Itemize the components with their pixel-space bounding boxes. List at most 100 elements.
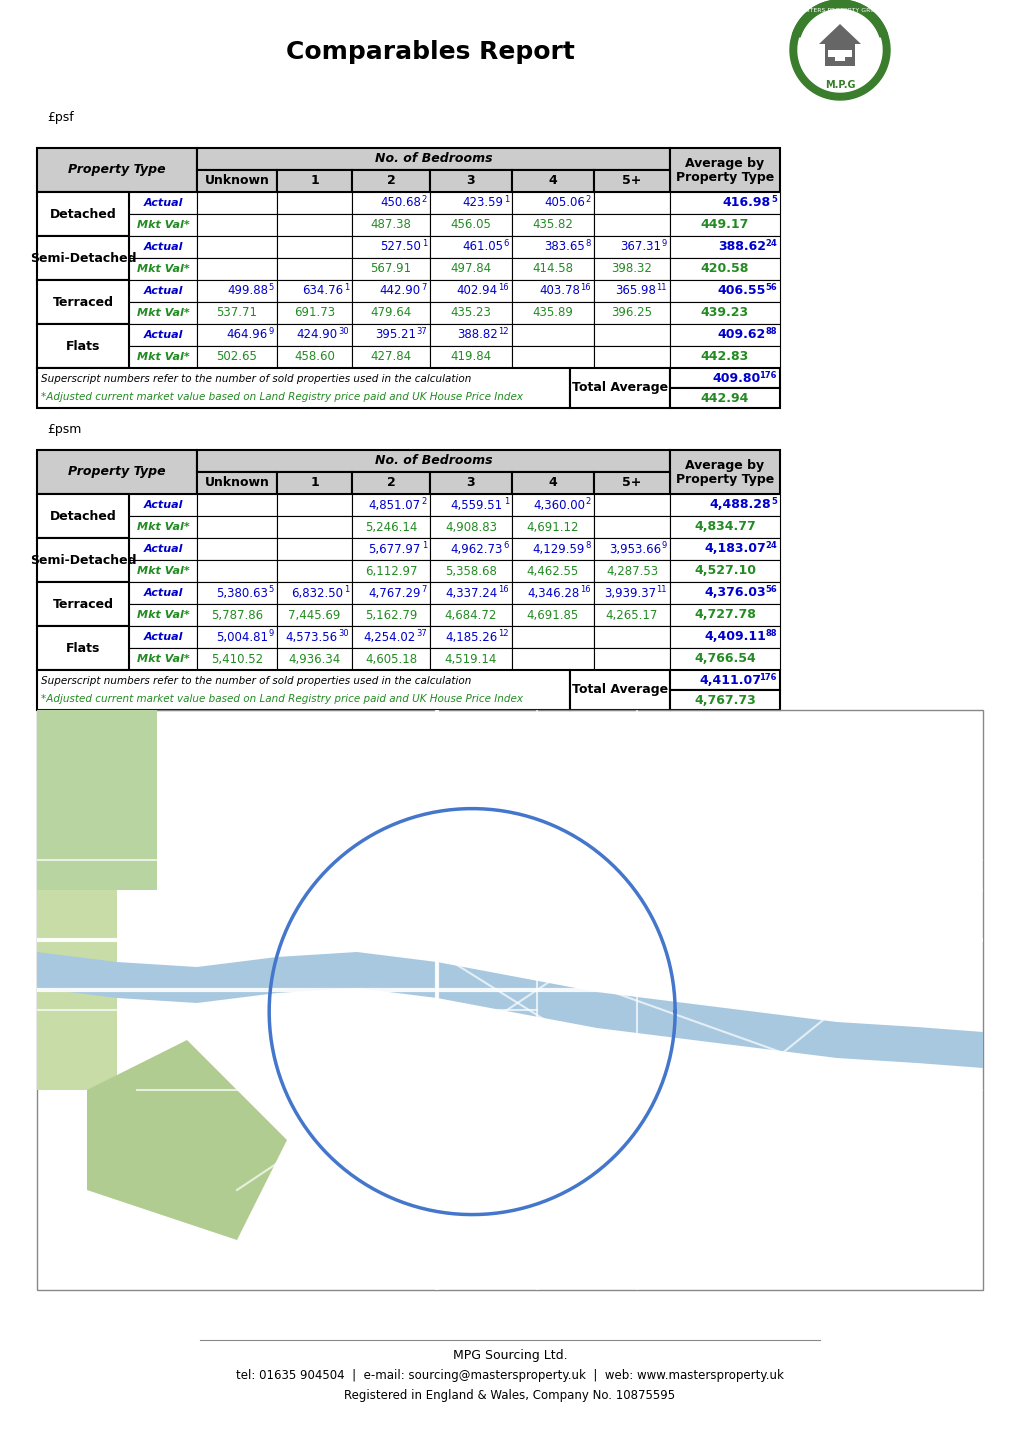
- Text: 4,462.55: 4,462.55: [527, 564, 579, 577]
- Bar: [430, 258, 512, 280]
- Polygon shape: [790, 0, 890, 99]
- Text: 442.90: 442.90: [379, 284, 421, 297]
- Text: 37: 37: [416, 327, 427, 336]
- Bar: [570, 368, 669, 408]
- Text: 383.65: 383.65: [544, 241, 585, 254]
- Text: 456.05: 456.05: [450, 219, 491, 232]
- Text: 4,265.17: 4,265.17: [605, 609, 657, 622]
- Text: 367.31: 367.31: [620, 241, 660, 254]
- Text: Terraced: Terraced: [52, 597, 113, 610]
- Text: 1: 1: [343, 284, 348, 293]
- Bar: [512, 346, 593, 368]
- Text: 4,936.34: 4,936.34: [288, 652, 340, 666]
- Text: 4,605.18: 4,605.18: [365, 652, 417, 666]
- Text: Mkt Val*: Mkt Val*: [137, 610, 190, 620]
- Bar: [430, 647, 512, 671]
- Text: 419.84: 419.84: [450, 350, 491, 363]
- Bar: [37, 192, 128, 236]
- Bar: [128, 346, 197, 368]
- Text: 409.80: 409.80: [712, 372, 760, 385]
- Text: 4: 4: [548, 476, 556, 489]
- Bar: [512, 301, 593, 324]
- Text: Superscript numbers refer to the number of sold properties used in the calculati: Superscript numbers refer to the number …: [41, 373, 471, 384]
- Bar: [352, 280, 430, 301]
- Text: 9: 9: [661, 239, 666, 248]
- Bar: [512, 583, 593, 604]
- Bar: [512, 324, 593, 346]
- Bar: [352, 346, 430, 368]
- Text: 435.23: 435.23: [450, 307, 491, 320]
- Text: Mkt Val*: Mkt Val*: [137, 264, 190, 274]
- Text: M.P.G: M.P.G: [824, 79, 854, 89]
- Bar: [128, 495, 197, 516]
- Text: 439.23: 439.23: [700, 307, 748, 320]
- Text: 4,346.28: 4,346.28: [527, 587, 580, 600]
- Text: 499.88: 499.88: [227, 284, 268, 297]
- Bar: [593, 538, 669, 559]
- Text: Detached: Detached: [50, 208, 116, 221]
- Text: 424.90: 424.90: [297, 329, 337, 342]
- Text: 9: 9: [268, 630, 274, 639]
- Bar: [128, 516, 197, 538]
- Bar: [512, 258, 593, 280]
- Bar: [593, 324, 669, 346]
- Text: 56: 56: [764, 585, 776, 594]
- Bar: [669, 346, 780, 368]
- Text: 4,559.51: 4,559.51: [450, 499, 502, 512]
- Text: 2: 2: [386, 174, 395, 187]
- Bar: [352, 626, 430, 647]
- Text: 5,380.63: 5,380.63: [216, 587, 268, 600]
- Text: 388.82: 388.82: [457, 329, 497, 342]
- Text: Registered in England & Wales, Company No. 10875595: Registered in England & Wales, Company N…: [344, 1389, 675, 1402]
- Text: 12: 12: [498, 630, 508, 639]
- Text: Actual: Actual: [143, 632, 182, 642]
- Text: 4,409.11: 4,409.11: [703, 630, 765, 643]
- Text: 5,358.68: 5,358.68: [444, 564, 496, 577]
- Text: Average by: Average by: [685, 157, 764, 170]
- Bar: [197, 647, 277, 671]
- Text: 4,573.56: 4,573.56: [285, 630, 337, 643]
- Bar: [669, 388, 780, 408]
- Text: 2: 2: [421, 196, 427, 205]
- Text: Actual: Actual: [143, 588, 182, 598]
- Bar: [593, 647, 669, 671]
- Text: Property Type: Property Type: [68, 163, 166, 176]
- Text: 395.21: 395.21: [375, 329, 416, 342]
- Text: 442.94: 442.94: [700, 391, 748, 405]
- Text: 4,766.54: 4,766.54: [694, 652, 755, 666]
- Bar: [827, 50, 836, 58]
- Bar: [593, 192, 669, 213]
- Bar: [593, 213, 669, 236]
- Bar: [352, 583, 430, 604]
- Text: 1: 1: [421, 239, 427, 248]
- Text: 16: 16: [498, 585, 508, 594]
- Bar: [352, 258, 430, 280]
- Bar: [430, 192, 512, 213]
- Text: MPG Sourcing Ltd.: MPG Sourcing Ltd.: [452, 1348, 567, 1361]
- Text: 4,684.72: 4,684.72: [444, 609, 496, 622]
- Text: 405.06: 405.06: [543, 196, 585, 209]
- Bar: [277, 301, 352, 324]
- Text: 16: 16: [580, 284, 590, 293]
- Text: MASTERS PROPERTY GROUP: MASTERS PROPERTY GROUP: [796, 7, 882, 13]
- Bar: [512, 559, 593, 583]
- Text: 4,691.12: 4,691.12: [526, 521, 579, 534]
- Bar: [37, 280, 128, 324]
- Bar: [277, 626, 352, 647]
- Text: 1: 1: [503, 497, 508, 506]
- Text: Semi-Detached: Semi-Detached: [30, 251, 137, 264]
- Bar: [197, 170, 277, 192]
- Text: 5,246.14: 5,246.14: [365, 521, 417, 534]
- Text: 176: 176: [759, 672, 776, 682]
- Bar: [669, 213, 780, 236]
- Polygon shape: [357, 952, 436, 998]
- Polygon shape: [677, 1002, 756, 1048]
- Text: 1: 1: [503, 196, 508, 205]
- Polygon shape: [797, 9, 881, 92]
- Bar: [352, 647, 430, 671]
- Text: 4,376.03: 4,376.03: [704, 587, 765, 600]
- Bar: [352, 192, 430, 213]
- Bar: [430, 604, 512, 626]
- Bar: [197, 258, 277, 280]
- Bar: [512, 213, 593, 236]
